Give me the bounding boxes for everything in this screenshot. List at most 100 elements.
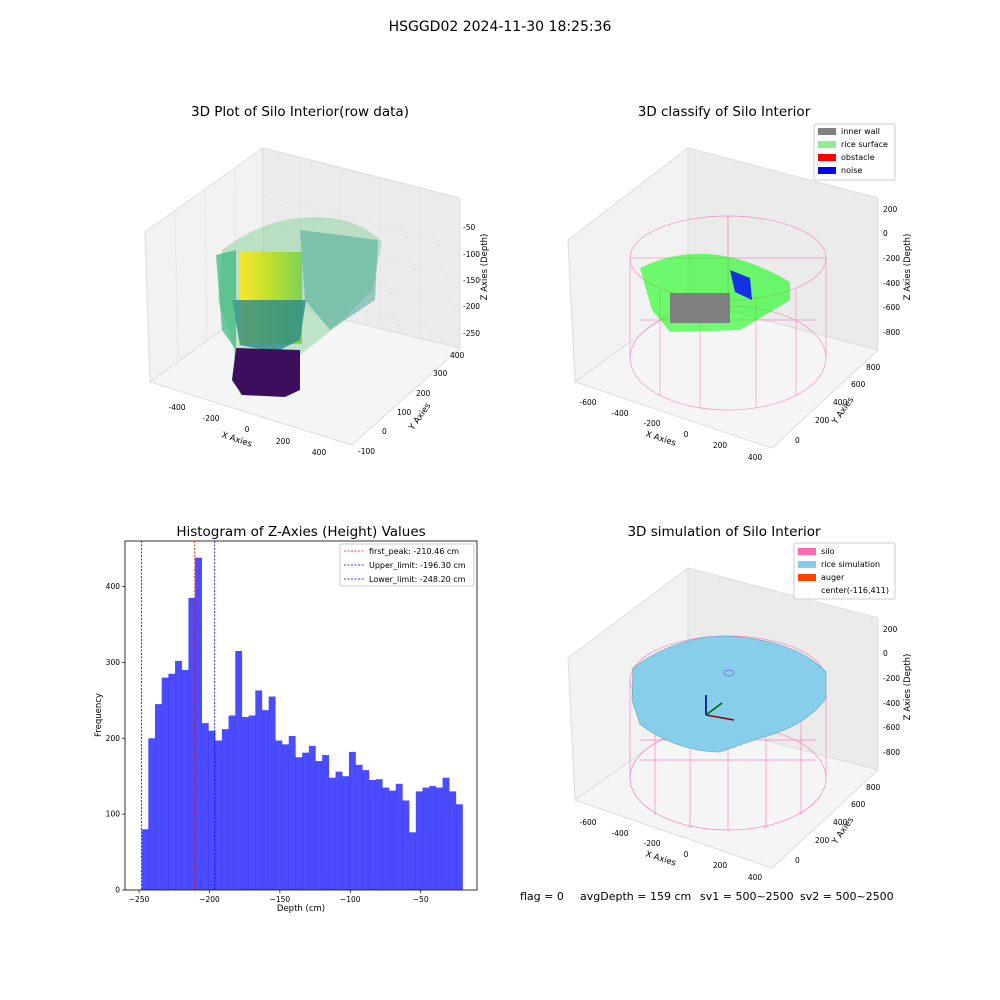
raw-point-cloud [216,217,382,397]
histogram-y-tick-label: 100 [106,810,121,819]
histogram-bar [161,677,169,890]
raw-bottom-cluster [232,348,300,397]
raw-y-tick: 200 [416,389,431,398]
histogram-bar [449,791,457,890]
legend-label-rice-simulation: rice simulation [821,560,880,569]
simulation-y-tick: 600 [851,800,866,809]
histogram-title: Histogram of Z-Axies (Height) Values [176,524,425,540]
histogram-bar [295,757,303,890]
histogram-bar [255,690,263,890]
raw-x-tick: -400 [168,403,185,412]
histogram-reference-lines [141,541,216,890]
histogram-bar [268,696,276,890]
panel-classify: 3D classify of Silo Interior inner wall … [567,104,913,462]
histogram-x-tick-label: −250 [129,895,150,904]
classify-y-tick: 200 [815,416,830,425]
simulation-y-tick: 200 [815,836,830,845]
histogram-bar [382,787,390,890]
histogram-bar [308,745,316,890]
histogram-bar [201,723,209,890]
legend-label-auger: auger [821,573,845,582]
classify-z-tick: 0 [883,229,888,238]
histogram-legend: first_peak: -210.46 cm Upper_limit: -196… [339,543,475,587]
histogram-bar [261,710,269,890]
histogram-y-ticks: 0 100 200 300 400 [106,582,125,895]
legend-label-obstacle: obstacle [841,153,875,162]
histogram-y-tick-label: 200 [106,734,121,743]
auger-axis-y [705,702,723,716]
classify-legend: inner wall rice surface obstacle noise [813,123,896,181]
histogram-x-tick-label: −50 [413,895,429,904]
raw-x-tick: 200 [276,437,291,446]
histogram-bar [302,752,310,890]
histogram-bar [154,704,162,890]
legend-swatch-auger [798,574,816,581]
histogram-bar [148,738,156,890]
classify-y-ticks: 0 200 400 600 800 [795,363,881,445]
histogram-bar [402,800,410,890]
classify-x-tick: 200 [713,441,728,450]
histogram-bar [168,673,176,890]
raw-y-tick: -100 [358,447,375,456]
histogram-bar [228,715,236,890]
simulation-x-tick: -200 [643,839,660,848]
simulation-legend: silo rice simulation auger center(-116,4… [793,542,896,600]
simulation-x-tick: 400 [748,873,763,882]
classify-z-tick: -200 [883,254,900,263]
legend-label-noise: noise [841,166,862,175]
histogram-bar [395,783,403,890]
simulation-auger-axes [705,695,735,721]
histogram-bar [455,804,463,890]
simulation-z-ticks: 200 0 -200 -400 -600 -800 [883,625,900,757]
histogram-bar [389,790,396,890]
status-sv1: sv1 = 500~2500 [700,890,794,903]
histogram-bar [369,779,376,890]
raw-z-tick: -100 [463,250,480,259]
classify-x-tick: 400 [748,453,763,462]
legend-label-lower-limit: Lower_limit: -248.20 cm [369,575,466,584]
legend-swatch-rice-surface [818,141,836,148]
classify-floor-pane [573,299,880,449]
classify-z-axis-label: Z Axies (Depth) [903,234,913,301]
raw-wall-lower [232,300,306,352]
simulation-legend-frame [793,542,896,600]
classify-y-tick: 600 [851,380,866,389]
raw-plot-title: 3D Plot of Silo Interior(row data) [191,104,409,120]
histogram-bar [435,787,443,890]
histogram-x-tick-label: −100 [340,895,361,904]
classify-x-ticks: -600 -400 -200 0 200 400 [579,398,762,462]
figure-title: HSGGD02 2024-11-30 18:25:36 [389,19,612,35]
histogram-bar [335,771,343,890]
histogram-x-ticks: −250 −200 −150 −100 −50 [129,890,429,904]
legend-label-silo: silo [821,547,835,556]
raw-x-tick: 400 [312,448,327,457]
histogram-bar [181,669,189,890]
histogram-bar [208,730,216,890]
status-avg-depth: avgDepth = 159 cm [580,890,691,903]
legend-swatch-obstacle [818,154,836,161]
simulation-plot-title: 3D simulation of Silo Interior [627,524,821,540]
raw-y-axis-label: Y Axies [407,401,434,433]
histogram-bar [422,787,430,890]
histogram-bar [241,717,249,890]
raw-z-axis-label: Z Axies (Depth) [480,234,490,301]
legend-label-first-peak: first_peak: -210.46 cm [369,547,459,556]
classify-z-tick: -400 [883,279,900,288]
classify-x-tick: -200 [643,419,660,428]
classify-inner-wall-points [670,293,730,323]
histogram-bar [282,744,289,890]
histogram-bar [315,761,323,890]
legend-label-center: center(-116,411) [821,586,889,595]
simulation-rice-surface [631,635,827,753]
histogram-x-tick-label: −150 [270,895,291,904]
simulation-x-axis-label: X Axies [644,849,677,868]
histogram-bar [215,740,223,890]
classify-y-tick: 0 [795,436,800,445]
classify-rice-surface-points [640,253,790,332]
classify-y-tick: 400 [833,398,848,407]
classify-z-tick: -800 [883,328,900,337]
classify-z-tick: 200 [883,205,898,214]
simulation-z-tick: -200 [883,674,900,683]
legend-swatch-inner-wall [818,128,836,135]
